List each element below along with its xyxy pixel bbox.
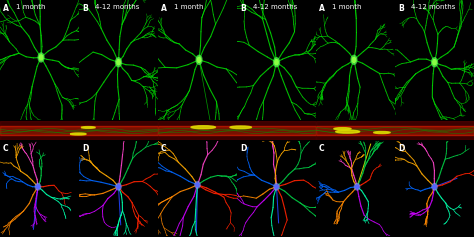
Bar [0, 121, 157, 126]
Circle shape [355, 183, 360, 190]
Circle shape [275, 185, 278, 189]
Circle shape [334, 128, 351, 130]
Text: C: C [3, 144, 9, 153]
Circle shape [196, 183, 199, 187]
Circle shape [70, 133, 86, 135]
Circle shape [38, 53, 44, 62]
Circle shape [374, 132, 390, 134]
Text: D: D [82, 144, 88, 153]
Circle shape [351, 55, 357, 64]
Circle shape [431, 58, 438, 67]
Bar [317, 126, 474, 135]
Circle shape [352, 57, 356, 63]
Bar [0, 126, 157, 135]
Text: B: B [398, 4, 403, 13]
Circle shape [433, 59, 436, 65]
Text: D: D [240, 144, 246, 153]
Text: C: C [161, 144, 166, 153]
Text: A: A [319, 4, 325, 13]
Bar [158, 121, 316, 126]
Circle shape [116, 183, 121, 190]
Bar [0, 135, 157, 140]
Text: 1 month: 1 month [332, 4, 362, 9]
Text: 1 month: 1 month [174, 4, 204, 9]
Circle shape [336, 130, 360, 133]
Circle shape [116, 58, 121, 67]
Text: D: D [398, 144, 404, 153]
Circle shape [195, 182, 200, 188]
Text: 4-12 months: 4-12 months [253, 4, 298, 9]
Bar [317, 121, 474, 126]
Text: A: A [161, 4, 167, 13]
Circle shape [36, 185, 39, 189]
Text: 4-12 months: 4-12 months [95, 4, 139, 9]
Circle shape [273, 58, 280, 67]
Circle shape [81, 127, 95, 128]
Bar [317, 135, 474, 140]
Circle shape [196, 55, 202, 64]
Circle shape [39, 55, 43, 60]
Text: C: C [319, 144, 324, 153]
Circle shape [432, 183, 437, 190]
Bar [158, 126, 316, 135]
Circle shape [117, 59, 120, 65]
Circle shape [35, 183, 41, 190]
Bar [158, 135, 316, 140]
Circle shape [230, 126, 251, 129]
Circle shape [274, 183, 279, 190]
Circle shape [433, 185, 436, 189]
Circle shape [197, 57, 201, 63]
Circle shape [356, 185, 359, 189]
Circle shape [191, 126, 216, 129]
Text: B: B [82, 4, 88, 13]
Circle shape [117, 185, 120, 189]
Text: A: A [3, 4, 9, 13]
Text: B: B [240, 4, 246, 13]
Text: 1 month: 1 month [16, 4, 46, 9]
Circle shape [275, 59, 278, 65]
Text: 4-12 months: 4-12 months [411, 4, 456, 9]
